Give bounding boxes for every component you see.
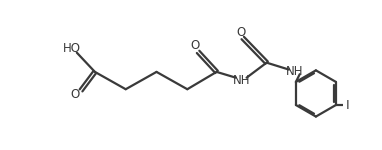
Text: NH: NH xyxy=(233,74,250,87)
Text: O: O xyxy=(236,26,246,39)
Text: HO: HO xyxy=(62,42,81,55)
Text: I: I xyxy=(346,99,350,111)
Text: O: O xyxy=(190,39,200,52)
Text: O: O xyxy=(70,88,79,102)
Text: NH: NH xyxy=(286,65,303,78)
